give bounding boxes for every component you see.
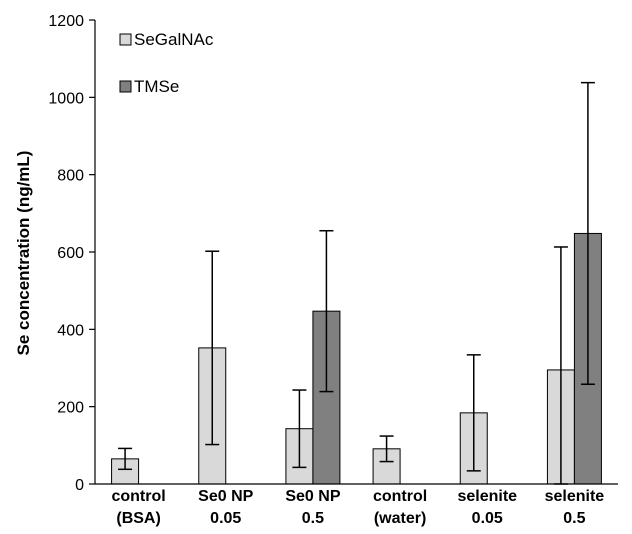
x-category-label-line: Se0 NP xyxy=(285,488,340,505)
y-tick-label-1000: 1000 xyxy=(48,90,84,107)
x-category-label-line: control xyxy=(373,488,427,505)
error-bar-segalnac-1 xyxy=(205,250,220,446)
error-bar-segalnac-3 xyxy=(379,435,394,463)
x-category-label-line: 0.5 xyxy=(563,510,585,527)
y-tick-label-1200: 1200 xyxy=(48,13,84,30)
x-category-label-line: Se0 NP xyxy=(198,488,253,505)
error-bar-tmse-2 xyxy=(319,229,334,393)
y-ticks-layer: 0 200 400 600 800 1000 1200 xyxy=(48,13,95,494)
y-tick-label-800: 800 xyxy=(57,168,84,185)
x-category-label-1: Se0 NP 0.05 xyxy=(198,488,253,527)
error-bar-segalnac-4 xyxy=(466,354,481,472)
x-category-label-2: Se0 NP 0.5 xyxy=(285,488,340,527)
error-bar-segalnac-0 xyxy=(118,447,133,471)
y-tick-label-400: 400 xyxy=(57,322,84,339)
x-category-label-line: selenite xyxy=(457,488,517,505)
error-bar-segalnac-2 xyxy=(292,389,307,469)
x-category-label-5: selenite 0.5 xyxy=(545,488,605,527)
x-category-label-line: selenite xyxy=(545,488,605,505)
x-category-label-0: control (BSA) xyxy=(111,488,165,527)
y-tick-label-600: 600 xyxy=(57,245,84,262)
x-category-label-3: control (water) xyxy=(373,488,427,527)
legend-label-tmse: TMSe xyxy=(134,77,179,96)
legend: SeGalNAc TMSe xyxy=(119,30,214,96)
legend-item-tmse: TMSe xyxy=(119,77,179,96)
x-category-label-line: control xyxy=(111,488,165,505)
y-axis-title: Se concentration (ng/mL) xyxy=(14,151,33,356)
category-labels-layer: control (BSA) Se0 NP 0.05 Se0 NP 0.5 control (w… xyxy=(111,488,604,527)
bar-tmse-2 xyxy=(312,310,341,485)
error-bars-layer xyxy=(118,81,595,485)
x-category-label-line: (BSA) xyxy=(116,510,160,527)
x-category-label-4: selenite 0.05 xyxy=(457,488,517,527)
x-category-label-line: 0.5 xyxy=(302,510,324,527)
legend-label-segalnac: SeGalNAc xyxy=(134,30,214,49)
x-category-label-line: 0.05 xyxy=(472,510,503,527)
x-category-label-line: (water) xyxy=(374,510,426,527)
bars-layer xyxy=(111,232,602,485)
legend-swatch-tmse xyxy=(119,80,132,93)
error-bar-tmse-5 xyxy=(580,81,595,385)
legend-swatch-segalnac xyxy=(119,33,132,46)
y-tick-label-200: 200 xyxy=(57,400,84,417)
y-tick-label-0: 0 xyxy=(75,477,84,494)
x-category-label-line: 0.05 xyxy=(210,510,241,527)
legend-item-segalnac: SeGalNAc xyxy=(119,30,214,49)
